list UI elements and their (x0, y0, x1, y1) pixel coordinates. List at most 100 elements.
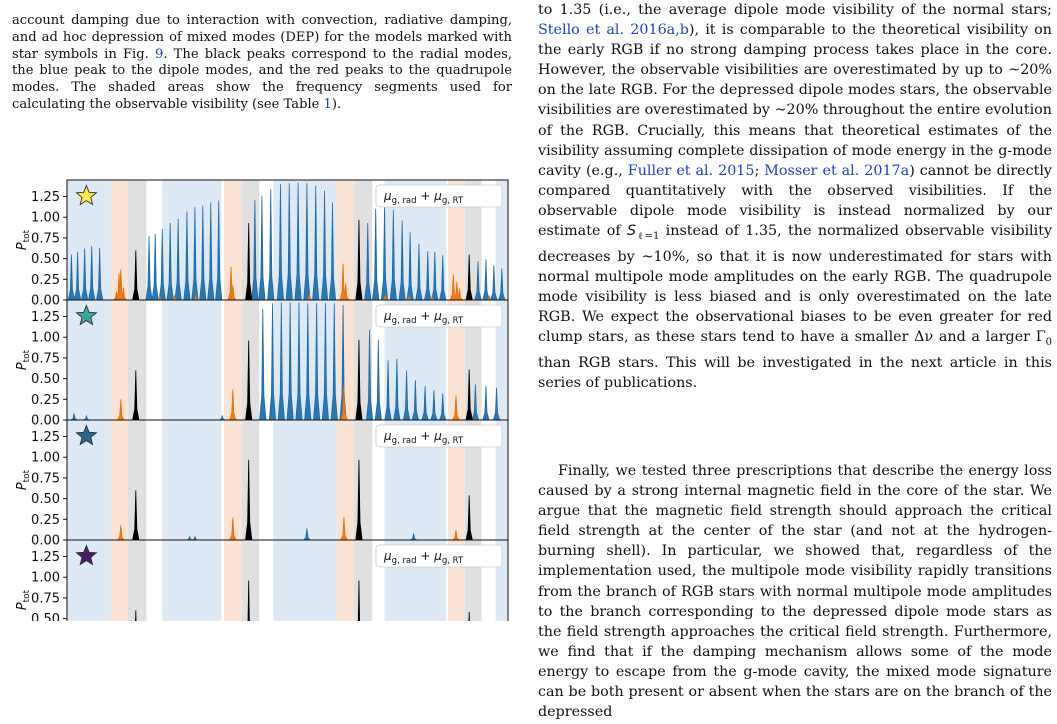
legend-part-0-panel-4: μ (383, 549, 392, 563)
quadrupole-peak-2-panel-3 (340, 516, 348, 541)
dipole-peak-17-panel-2 (402, 370, 411, 421)
ylabel-panel-2: Ptot (15, 349, 32, 370)
legend-part-3-panel-1: μ (433, 189, 442, 203)
star-marker-panel-1 (75, 184, 98, 206)
dipole-peak-34-panel-1 (439, 255, 447, 301)
radial-peak-1-panel-3 (245, 459, 253, 541)
figure: 0.00 0.25 0.50 0.75 1.00 1.25 Ptot μg, rad + μg… (0, 176, 513, 700)
segment-blue-1-panel-3 (162, 420, 222, 540)
quadrupole-peak-3-panel-1 (119, 287, 127, 301)
segment-orange-1-panel-3 (223, 420, 242, 540)
quadrupole-peak-7-panel-1 (342, 283, 350, 301)
segment-orange-3-panel-1 (448, 180, 465, 300)
dipole-peak-15-panel-2 (384, 360, 392, 421)
dipole-peak-3-panel-1 (88, 246, 96, 301)
ytick-label-2-panel-1: 0.50 (31, 252, 60, 267)
visibility-symbol: S (627, 223, 637, 240)
legend-part-2-panel-4: + (417, 549, 435, 563)
dipole-peak-32-panel-1 (424, 251, 432, 301)
quadrupole-peak-16-panel-1 (405, 294, 413, 301)
legend-part-2-panel-1: + (417, 189, 435, 203)
figure-caption: account damping due to interaction with … (12, 13, 512, 113)
segment-gray-0-panel-1 (127, 180, 147, 300)
radial-peak-1-panel-1 (245, 223, 253, 301)
dipole-peak-36-panel-1 (482, 259, 490, 301)
dipole-peak-6-panel-2 (286, 302, 294, 421)
legend-part-2-panel-2: + (417, 309, 435, 323)
ytick-label-3-panel-1: 0.75 (31, 231, 60, 246)
ytick-label-0-panel-2: 0.00 (31, 414, 60, 429)
dipole-peak-23-panel-2 (482, 386, 490, 421)
dipole-peak-18-panel-2 (411, 380, 419, 421)
dipole-peak-37-panel-1 (490, 265, 498, 301)
dipole-peak-22-panel-1 (312, 185, 320, 301)
legend-part-0-panel-3: μ (383, 429, 392, 443)
ytick-label-2-panel-2: 0.50 (31, 372, 60, 387)
radial-peak-0-panel-1 (132, 250, 140, 301)
quadrupole-peak-5-panel-1 (229, 285, 237, 301)
segment-orange-0-panel-4 (111, 540, 128, 660)
dipole-peak-24-panel-1 (328, 202, 337, 301)
ytick-label-0-panel-3: 0.00 (31, 534, 60, 549)
dipole-peak-3-panel-3 (410, 533, 418, 541)
ytick-label-4-panel-1: 1.00 (31, 211, 60, 226)
star-marker-panel-3 (75, 424, 98, 446)
ytick-label-5-panel-2: 1.25 (31, 310, 60, 325)
ytick-label-3-panel-3: 0.75 (31, 471, 60, 486)
figure-ref-link[interactable]: 9 (154, 46, 164, 62)
dipole-peak-14-panel-1 (215, 200, 223, 301)
legend-label-panel-4: μg, rad + μg, RT (383, 549, 464, 566)
ytick-label-1-panel-1: 0.25 (31, 273, 60, 288)
segment-orange-1-panel-2 (223, 300, 242, 420)
visibility-symbol-subscript: ℓ=1 (636, 230, 660, 242)
dipole-peak-25-panel-1 (364, 223, 372, 301)
dipole-peak-4-panel-2 (268, 303, 277, 421)
dipole-peak-31-panel-1 (415, 243, 423, 301)
radial-peak-1-panel-2 (245, 340, 253, 421)
citation-fuller[interactable]: Fuller et al. 2015 (627, 162, 755, 179)
legend-part-2-panel-3: + (417, 429, 435, 443)
gamma-subscript: 0 (1045, 337, 1052, 349)
radial-peak-3-panel-3 (465, 495, 473, 541)
caption-text-2: . The black peaks correspond to the radi… (12, 46, 512, 112)
table-ref-link[interactable]: 1 (323, 96, 332, 112)
ytick-label-2-panel-4: 0.50 (31, 612, 60, 621)
segment-gray-2-panel-4 (353, 540, 373, 660)
segment-orange-1-panel-1 (223, 180, 242, 300)
ylabel-sub-panel-3: tot (22, 469, 32, 482)
dipole-peak-11-panel-1 (191, 207, 199, 301)
legend-box-panel-1 (375, 184, 503, 208)
citation-stello[interactable]: Stello et al. 2016a,b (538, 22, 689, 39)
star-marker-panel-2 (75, 304, 98, 326)
citation-mosser[interactable]: Mosser et al. 2017a (764, 162, 910, 179)
segment-gray-2-panel-1 (353, 180, 373, 300)
segment-gray-0-panel-4 (127, 540, 147, 660)
legend-part-3-panel-4: μ (433, 549, 442, 563)
dipole-peak-9-panel-2 (313, 303, 321, 421)
caption-text-1: account damping due to interaction with … (12, 13, 512, 62)
ylabel-sub-panel-2: tot (22, 349, 32, 362)
quadrupole-peak-10-panel-1 (456, 288, 463, 301)
dipole-peak-2-panel-2 (218, 414, 226, 421)
segment-gray-1-panel-4 (241, 540, 260, 660)
dipole-peak-13-panel-2 (365, 329, 374, 421)
dipole-peak-1-panel-1 (74, 251, 82, 301)
segment-gray-1-panel-2 (241, 300, 260, 420)
citation-separator: ; (754, 162, 765, 179)
dipole-peak-2-panel-1 (81, 248, 89, 301)
ytick-label-1-panel-3: 0.25 (31, 513, 60, 528)
radial-peak-2-panel-1 (355, 219, 363, 301)
dipole-peak-18-panel-1 (276, 184, 285, 301)
dipole-peak-13-panel-1 (207, 202, 215, 301)
legend-part-1-panel-2: g, rad (392, 316, 417, 326)
dipole-peak-0-panel-2 (70, 413, 78, 421)
quadrupole-peak-12-panel-1 (171, 294, 178, 301)
legend-part-4-panel-2: g, RT (442, 316, 464, 326)
ytick-label-3-panel-2: 0.75 (31, 351, 60, 366)
dipole-peak-23-panel-1 (320, 190, 329, 301)
legend-label-panel-3: μg, rad + μg, RT (383, 429, 464, 446)
dipole-peak-5-panel-2 (277, 302, 285, 421)
quadrupole-peak-0-panel-2 (117, 399, 125, 421)
segment-blue-2-panel-4 (273, 540, 337, 660)
segment-orange-0-panel-1 (111, 180, 128, 300)
